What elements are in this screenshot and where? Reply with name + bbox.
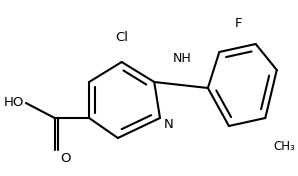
Text: HO: HO [4, 96, 24, 109]
Text: O: O [60, 152, 71, 165]
Text: NH: NH [173, 52, 191, 65]
Text: CH₃: CH₃ [273, 140, 295, 153]
Text: N: N [164, 118, 173, 131]
Text: F: F [235, 17, 242, 30]
Text: Cl: Cl [115, 31, 128, 44]
